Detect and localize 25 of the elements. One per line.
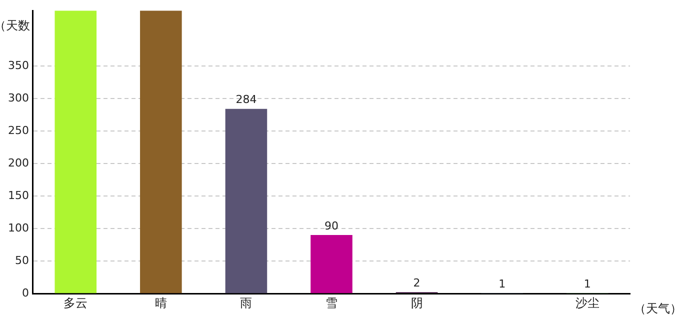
bar xyxy=(54,10,97,294)
x-tick-label: 阴 xyxy=(410,296,423,310)
data-label: 2 xyxy=(413,276,420,290)
x-axis-title: （天气） xyxy=(634,302,680,316)
data-label: 284 xyxy=(236,93,257,106)
y-tick-label: 350 xyxy=(8,58,29,72)
y-axis-title: （天数 xyxy=(0,18,30,33)
y-tick-label: 250 xyxy=(8,124,29,137)
bar xyxy=(225,108,268,294)
data-label: 1 xyxy=(498,277,506,290)
y-tick-label: 200 xyxy=(8,156,29,170)
x-tick-label: 雨 xyxy=(240,296,252,310)
y-tick-label: 0 xyxy=(22,286,29,300)
bar xyxy=(140,10,182,294)
y-tick-label: 50 xyxy=(14,254,29,267)
bar xyxy=(310,235,352,294)
y-tick-label: 300 xyxy=(8,91,29,104)
x-tick-label: 晴 xyxy=(154,296,167,310)
y-tick-label: 150 xyxy=(8,188,29,202)
x-tick-label: 沙尘 xyxy=(575,296,600,310)
data-label: 90 xyxy=(324,219,338,232)
data-label: 1 xyxy=(584,277,591,290)
x-tick-label: 多云 xyxy=(64,296,88,310)
x-tick-label: 雪 xyxy=(326,296,338,310)
y-tick-label: 100 xyxy=(8,221,29,234)
